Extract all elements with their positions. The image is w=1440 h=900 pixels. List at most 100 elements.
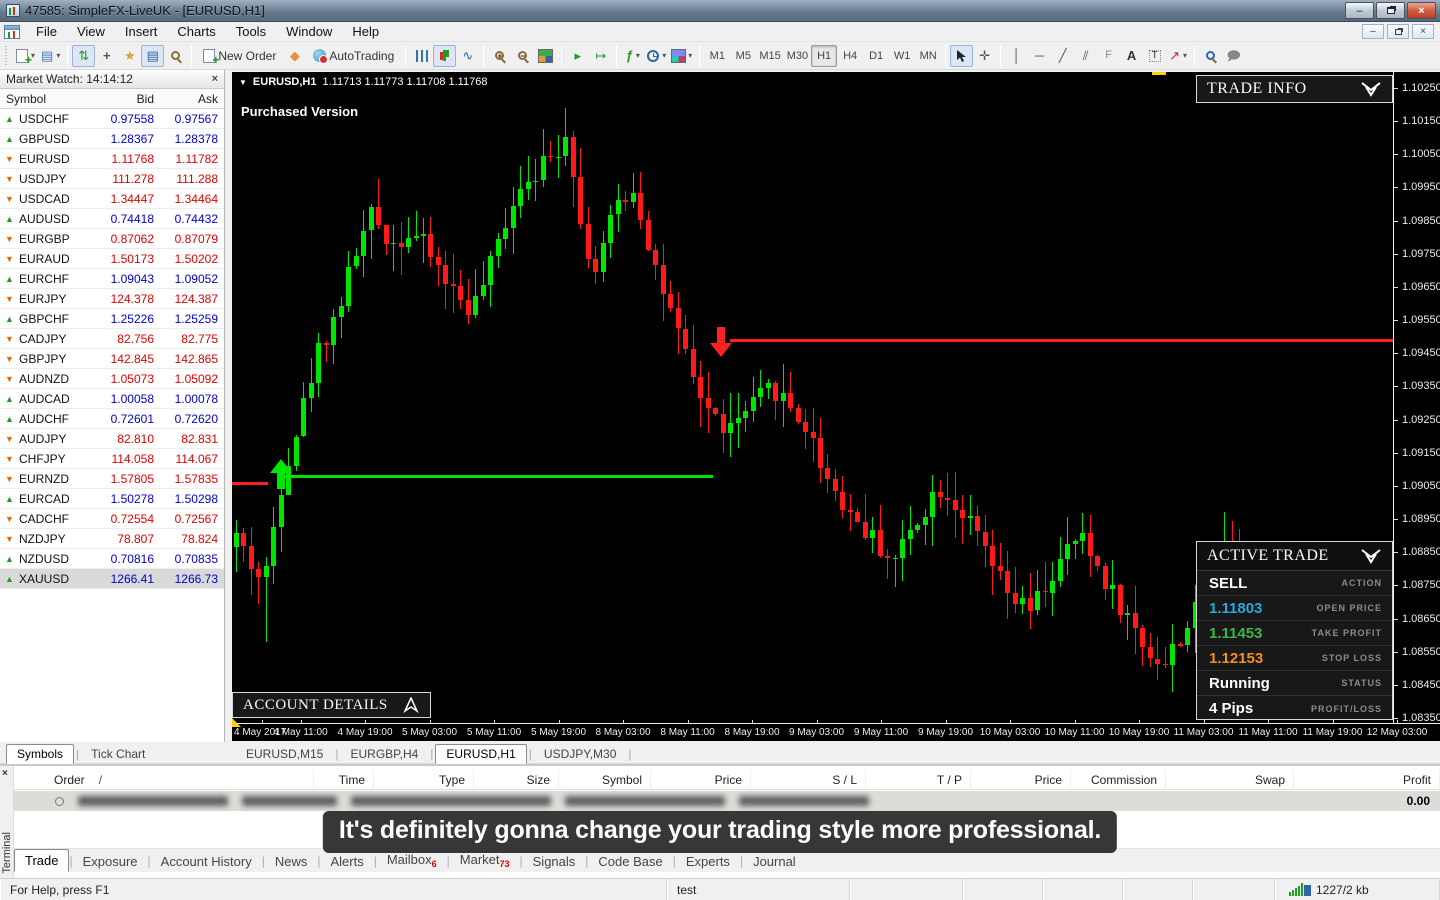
navigator-toggle[interactable]: ★ (118, 45, 141, 67)
menu-window[interactable]: Window (286, 24, 333, 39)
metaeditor-button[interactable]: ◆ (283, 45, 306, 67)
menu-help[interactable]: Help (352, 24, 380, 39)
cursor-button[interactable] (950, 44, 974, 67)
horizontal-line-button[interactable]: ─ (1028, 45, 1051, 67)
vertical-line-button[interactable]: │ (1005, 45, 1028, 67)
minimize-button[interactable]: – (1345, 2, 1374, 19)
profiles-button[interactable]: ▤ ▾ (38, 45, 63, 67)
market-watch-row-cadchf[interactable]: ▼ CADCHF 0.72554 0.72567 (0, 509, 224, 529)
arrows-tool-button[interactable]: ↗ ▾ (1166, 45, 1190, 67)
menu-file[interactable]: File (36, 24, 57, 39)
market-watch-close-icon[interactable]: × (211, 73, 218, 85)
column-ask[interactable]: Ask (197, 91, 218, 106)
signal-sell-line[interactable] (730, 339, 1393, 342)
new-chart-button[interactable]: ▾ (13, 45, 38, 67)
bar-chart-button[interactable] (410, 45, 433, 67)
chart-tab-usdjpy-m30[interactable]: USDJPY,M30 (543, 747, 617, 761)
market-watch-row-audnzd[interactable]: ▼ AUDNZD 1.05073 1.05092 (0, 369, 224, 389)
auto-scroll-button[interactable]: ▸ (566, 45, 589, 67)
menu-insert[interactable]: Insert (124, 24, 158, 39)
orders-column-symbol[interactable]: Symbol (559, 770, 651, 789)
orders-column-price-2[interactable]: Price (971, 770, 1071, 789)
column-bid[interactable]: Bid (136, 91, 154, 106)
timeframe-w1-button[interactable]: W1 (893, 49, 911, 62)
market-watch-row-audusd[interactable]: ▲ AUDUSD 0.74418 0.74432 (0, 209, 224, 229)
market-watch-row-xauusd[interactable]: ▲ XAUUSD 1266.41 1266.73 (0, 569, 224, 589)
market-watch-row-audcad[interactable]: ▲ AUDCAD 1.00058 1.00078 (0, 389, 224, 409)
timeframe-h1-button[interactable]: H1 (811, 44, 838, 67)
chart-restore-button[interactable] (1387, 24, 1409, 39)
account-details-button[interactable]: ACCOUNT DETAILS (232, 692, 431, 718)
column-symbol[interactable]: Symbol (6, 91, 47, 106)
market-watch-titlebar[interactable]: Market Watch: 14:14:12 × (0, 70, 224, 89)
timeframe-m15-button[interactable]: M15 (759, 49, 781, 62)
signal-buy-line[interactable] (283, 474, 713, 478)
periods-button[interactable]: ▾ (644, 45, 669, 67)
market-watch-row-eurnzd[interactable]: ▼ EURNZD 1.57805 1.57835 (0, 469, 224, 489)
trade-info-panel[interactable]: TRADE INFO (1196, 75, 1393, 103)
market-watch-row-eurchf[interactable]: ▲ EURCHF 1.09043 1.09052 (0, 269, 224, 289)
crosshair-tool-button[interactable]: ✛ (973, 45, 996, 67)
trendline-button[interactable]: ╱ (1051, 45, 1074, 67)
community-chat-button[interactable]: 🗩 (1222, 45, 1245, 67)
chevron-down-icon[interactable] (1360, 81, 1382, 97)
timeframe-m30-button[interactable]: M30 (786, 49, 809, 62)
market-watch-row-eurgbp[interactable]: ▼ EURGBP 0.87062 0.87079 (0, 229, 224, 249)
chart-minimize-button[interactable]: – (1362, 24, 1384, 39)
restore-button[interactable] (1376, 2, 1405, 19)
market-watch-row-gbpusd[interactable]: ▲ GBPUSD 1.28367 1.28378 (0, 129, 224, 149)
orders-column-profit[interactable]: Profit (1294, 770, 1440, 789)
new-order-button[interactable]: New Order (196, 45, 283, 67)
terminal-tab-trade[interactable]: Trade (14, 849, 70, 872)
terminal-tab-news[interactable]: News (274, 854, 308, 869)
terminal-tab-alerts[interactable]: Alerts (330, 854, 364, 869)
sort-indicator[interactable]: / (98, 772, 103, 787)
find-symbol-button[interactable] (1199, 45, 1222, 67)
zoom-in-button[interactable]: + (488, 45, 511, 67)
menu-view[interactable]: View (76, 24, 105, 39)
fibonacci-button[interactable]: F (1097, 45, 1120, 67)
label-tool-button[interactable]: T (1143, 45, 1166, 67)
text-tool-button[interactable]: A (1120, 45, 1143, 67)
market-watch-row-nzdjpy[interactable]: ▼ NZDJPY 78.807 78.824 (0, 529, 224, 549)
balance-row[interactable]: 0.00 (14, 791, 1440, 811)
timeframe-h4-button[interactable]: H4 (843, 49, 858, 62)
channel-button[interactable]: ⫽ (1074, 45, 1097, 67)
market-watch-row-usdchf[interactable]: ▲ USDCHF 0.97558 0.97567 (0, 109, 224, 129)
market-watch-row-chfjpy[interactable]: ▼ CHFJPY 114.058 114.067 (0, 449, 224, 469)
market-watch-row-gbpjpy[interactable]: ▼ GBPJPY 142.845 142.865 (0, 349, 224, 369)
market-watch-tab-tick-chart[interactable]: Tick Chart (91, 747, 146, 761)
market-watch-row-gbpchf[interactable]: ▲ GBPCHF 1.25226 1.25259 (0, 309, 224, 329)
chart-window-icon[interactable] (4, 24, 20, 39)
terminal-tab-mailbox[interactable]: Mailbox6 (386, 852, 437, 869)
sell-arrow-icon[interactable] (709, 342, 732, 357)
terminal-close-icon[interactable]: × (2, 768, 8, 779)
market-watch-row-euraud[interactable]: ▼ EURAUD 1.50173 1.50202 (0, 249, 224, 269)
market-watch-row-eurcad[interactable]: ▲ EURCAD 1.50278 1.50298 (0, 489, 224, 509)
templates-button[interactable]: ▾ (669, 45, 695, 67)
market-watch-row-nzdusd[interactable]: ▲ NZDUSD 0.70816 0.70835 (0, 549, 224, 569)
timeframe-mn-button[interactable]: MN (919, 49, 937, 62)
active-trade-header[interactable]: ACTIVE TRADE (1197, 542, 1392, 571)
timeframe-d1-button[interactable]: D1 (869, 49, 884, 62)
orders-column-swap[interactable]: Swap (1166, 770, 1294, 789)
orders-column-type[interactable]: Type (374, 770, 474, 789)
chart-close-button[interactable]: × (1412, 24, 1434, 39)
terminal-toggle[interactable]: ▤ (141, 44, 165, 67)
data-window-toggle[interactable]: + (95, 45, 118, 67)
chart-tab-eurusd-m15[interactable]: EURUSD,M15 (246, 747, 324, 761)
chart-dropdown-icon[interactable]: ▼ (239, 77, 247, 87)
candlestick-button[interactable] (433, 44, 457, 67)
tile-windows-button[interactable] (534, 45, 557, 67)
terminal-tab-market[interactable]: Market73 (459, 852, 510, 869)
market-watch-row-usdcad[interactable]: ▼ USDCAD 1.34447 1.34464 (0, 189, 224, 209)
market-watch-row-usdjpy[interactable]: ▼ USDJPY 111.278 111.288 (0, 169, 224, 189)
orders-column-price[interactable]: Price (651, 770, 751, 789)
toolbar-grip[interactable] (5, 45, 10, 66)
orders-column-order[interactable]: Order / (14, 770, 314, 789)
terminal-tab-signals[interactable]: Signals (532, 854, 576, 869)
market-watch-row-audjpy[interactable]: ▼ AUDJPY 82.810 82.831 (0, 429, 224, 449)
autotrading-button[interactable]: AutoTrading (306, 45, 401, 67)
market-watch-row-audchf[interactable]: ▲ AUDCHF 0.72601 0.72620 (0, 409, 224, 429)
market-watch-tab-symbols[interactable]: Symbols (6, 744, 75, 764)
